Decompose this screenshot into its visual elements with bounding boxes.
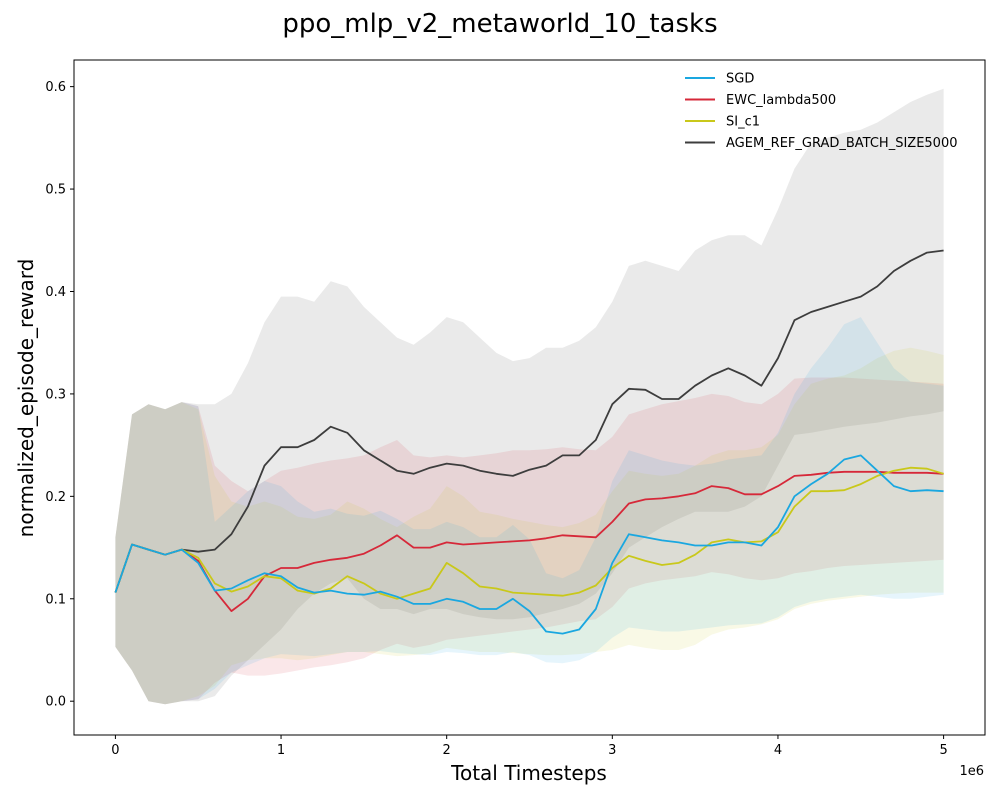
y-tick-label: 0.6 [45,80,66,95]
x-tick-label: 2 [443,743,451,758]
x-tick-label: 1 [277,743,285,758]
legend-label-ewc-lambda500: EWC_lambda500 [726,93,836,108]
legend-label-sgd: SGD [726,72,754,87]
band-agem-ref-grad-batch-size5000 [115,88,944,705]
y-axis-ticks: 0.0 0.1 0.2 0.3 0.4 0.5 0.6 [45,80,74,710]
line-agem-ref-grad-batch-size5000 [114,249,944,593]
y-tick-label: 0.1 [45,592,66,607]
x-tick-label: 4 [774,743,782,758]
y-tick-label: 0.2 [45,490,66,505]
legend-label-si-c1: SI_c1 [726,115,760,130]
x-tick-label: 3 [608,743,616,758]
band-sgd [115,317,944,705]
y-tick-label: 0.3 [45,387,66,402]
line-si-c1 [114,466,944,600]
line-ewc-lambda500 [114,470,944,612]
y-axis-label: normalized_episode_reward [14,259,38,538]
x-axis-label: Total Timesteps [450,761,607,785]
line-sgd [114,454,944,635]
y-tick-label: 0.5 [45,183,66,198]
y-tick-label: 0.4 [45,285,66,300]
x-tick-label: 5 [939,743,947,758]
series-lines [114,249,944,635]
chart-title: ppo_mlp_v2_metaworld_10_tasks [282,9,717,39]
x-tick-label: 0 [111,743,119,758]
x-axis-ticks: 0 1 2 3 4 5 [111,735,948,758]
plot-frame [73,59,986,736]
band-si-c1 [115,347,944,705]
y-tick-label: 0.0 [45,695,66,710]
legend: SGD EWC_lambda500 SI_c1 AGEM_REF_GRAD_BATCH… [685,72,958,151]
x-axis-offset-label: 1e6 [959,764,984,779]
legend-label-agem-ref-grad-batch-size5000: AGEM_REF_GRAD_BATCH_SIZE5000 [726,136,958,151]
